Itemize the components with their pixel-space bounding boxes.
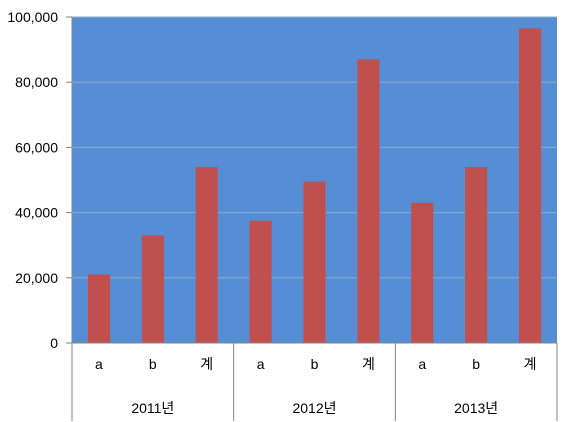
x-axis-group-labels: 2011년 2012년 2013년 xyxy=(131,400,498,416)
x-group-label: 2013년 xyxy=(454,400,498,416)
x-group-label: 2012년 xyxy=(292,400,336,416)
x-category-label: 계 xyxy=(200,356,213,372)
axes xyxy=(66,16,558,421)
y-tick-label: 20,000 xyxy=(15,270,58,286)
y-tick-label: 80,000 xyxy=(15,74,58,90)
x-category-label: a xyxy=(418,356,426,372)
bars xyxy=(87,28,542,343)
y-tick-label: 0 xyxy=(50,335,58,351)
x-category-label: b xyxy=(311,356,319,372)
x-category-label: a xyxy=(257,356,265,372)
bar xyxy=(195,166,218,343)
x-category-label: b xyxy=(149,356,157,372)
bar xyxy=(141,235,164,343)
x-category-label: b xyxy=(472,356,480,372)
bar xyxy=(519,28,542,343)
bar xyxy=(249,220,272,343)
y-tick-label: 40,000 xyxy=(15,205,58,221)
y-axis-tick-labels: 0 20,000 40,000 60,000 80,000 100,000 xyxy=(7,9,58,351)
x-category-label: a xyxy=(95,356,103,372)
bar xyxy=(411,202,434,343)
x-group-label: 2011년 xyxy=(131,400,174,416)
bar xyxy=(357,59,380,343)
x-category-label: 계 xyxy=(362,356,375,372)
x-category-label: 계 xyxy=(524,356,537,372)
bar xyxy=(87,274,110,343)
y-tick-label: 100,000 xyxy=(7,9,58,25)
bar xyxy=(465,166,488,343)
bar xyxy=(303,181,326,343)
y-tick-label: 60,000 xyxy=(15,139,58,155)
